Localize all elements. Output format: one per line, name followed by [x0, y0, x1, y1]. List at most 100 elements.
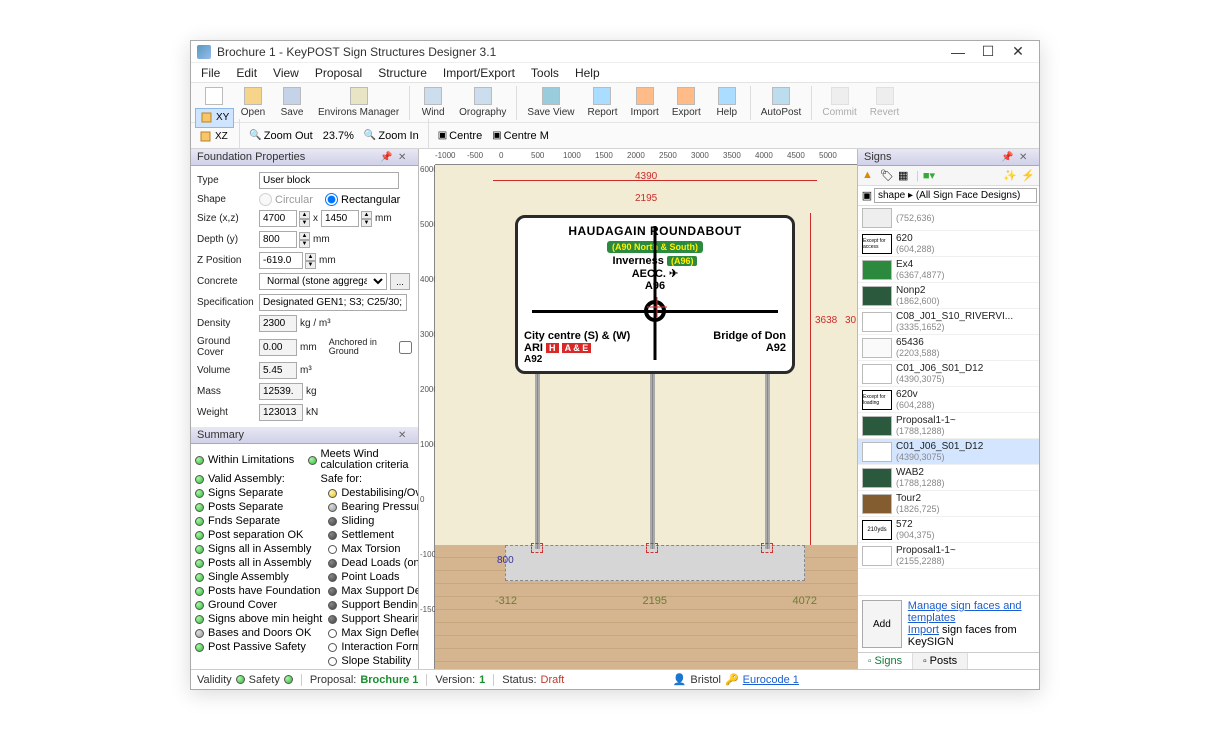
- help-button[interactable]: Help: [708, 85, 746, 120]
- shape-rectangular-radio[interactable]: [325, 193, 338, 206]
- sign-name: C01_J06_S01_D12: [896, 441, 983, 452]
- concrete-browse-button[interactable]: ...: [390, 273, 410, 290]
- tab-signs[interactable]: ▫ Signs: [858, 653, 913, 669]
- sign-list-item[interactable]: Proposal1-1~(2155,2288): [858, 543, 1039, 569]
- pin-icon[interactable]: 📌: [380, 152, 390, 162]
- signs-panel-header: Signs 📌 ✕: [858, 149, 1039, 166]
- menu-structure[interactable]: Structure: [370, 64, 435, 82]
- size-x-down[interactable]: ▼: [299, 219, 310, 227]
- shape-filter-input[interactable]: [874, 188, 1037, 203]
- flash-icon[interactable]: ⚡: [1021, 169, 1035, 183]
- size-z-down[interactable]: ▼: [361, 219, 372, 227]
- sparkle-icon[interactable]: ✨: [1003, 169, 1017, 183]
- zoom-out-button[interactable]: 🔍 Zoom Out: [245, 128, 316, 144]
- summary-text: Max Support Deflection: [341, 585, 418, 597]
- shapes-icon[interactable]: ▦: [898, 169, 912, 183]
- add-sign-icon[interactable]: ■▾: [923, 169, 937, 183]
- size-z-up[interactable]: ▲: [361, 211, 372, 219]
- dim-right: 30: [845, 315, 856, 326]
- meets-wind: Meets Wind calculation criteria: [321, 449, 415, 471]
- design-canvas[interactable]: -1000-5000500100015002000250030003500400…: [419, 149, 857, 669]
- sign-h-badge: H: [546, 343, 559, 353]
- sign-size: (904,375): [896, 530, 935, 540]
- sign-list-item[interactable]: Tour2(1826,725): [858, 491, 1039, 517]
- summary-text: Posts all in Assembly: [208, 557, 311, 569]
- filter-icon[interactable]: ▣: [860, 189, 874, 202]
- sign-list-item[interactable]: C01_J06_S01_D12(4390,3075): [858, 439, 1039, 465]
- sign-list-item[interactable]: (752,636): [858, 206, 1039, 231]
- post-3: [765, 361, 770, 549]
- depth-input[interactable]: [259, 231, 297, 248]
- panel-close-icon[interactable]: ✕: [398, 152, 408, 162]
- import-link[interactable]: Import: [908, 624, 939, 636]
- size-x-up[interactable]: ▲: [299, 211, 310, 219]
- signs-close-icon[interactable]: ✕: [1019, 152, 1029, 162]
- sign-list-item[interactable]: Nonp2(1862,600): [858, 283, 1039, 309]
- sign-list[interactable]: (752,636)Except for access620(604,288)Ex…: [858, 206, 1039, 595]
- shape-circular-radio[interactable]: [259, 193, 272, 206]
- ground-cover-label: Ground Cover: [197, 336, 259, 358]
- autopost-button[interactable]: AutoPost: [755, 85, 808, 120]
- import-button[interactable]: Import: [625, 85, 665, 120]
- manage-link[interactable]: Manage sign faces and templates: [908, 600, 1022, 624]
- env-button[interactable]: Environs Manager: [312, 85, 405, 120]
- summary-text: Signs above min height: [208, 613, 322, 625]
- export-button[interactable]: Export: [666, 85, 707, 120]
- add-button[interactable]: Add: [862, 600, 902, 648]
- sign-list-item[interactable]: Ex4(6367,4877): [858, 257, 1039, 283]
- type-input[interactable]: [259, 172, 399, 189]
- summary-item: Ground Cover: [195, 598, 322, 612]
- concrete-select[interactable]: Normal (stone aggregate): [259, 273, 387, 290]
- summary-item: Signs above min height: [195, 612, 322, 626]
- sign-list-item[interactable]: WAB2(1788,1288): [858, 465, 1039, 491]
- anchored-checkbox[interactable]: [399, 341, 412, 354]
- depth-down[interactable]: ▼: [299, 240, 310, 248]
- report-button[interactable]: Report: [581, 85, 623, 120]
- zpos-up[interactable]: ▲: [305, 253, 316, 261]
- maximize-button[interactable]: ☐: [973, 43, 1003, 60]
- menu-import/export[interactable]: Import/Export: [435, 64, 523, 82]
- warning-icon[interactable]: ▲: [862, 169, 876, 183]
- view-xz-button[interactable]: XZ: [195, 128, 234, 146]
- menu-help[interactable]: Help: [567, 64, 608, 82]
- size-x-input[interactable]: [259, 210, 297, 227]
- sign-list-item[interactable]: C01_J06_S01_D12(4390,3075): [858, 361, 1039, 387]
- status-dot: [195, 629, 204, 638]
- menu-tools[interactable]: Tools: [523, 64, 567, 82]
- minimize-button[interactable]: —: [943, 44, 973, 60]
- revert-icon: [876, 87, 894, 105]
- sign-list-item[interactable]: Proposal1-1~(1788,1288): [858, 413, 1039, 439]
- sign-list-item[interactable]: Except for access620(604,288): [858, 231, 1039, 257]
- saveview-button[interactable]: Save View: [521, 85, 580, 120]
- zpos-down[interactable]: ▼: [305, 261, 316, 269]
- orog-button[interactable]: Orography: [453, 85, 512, 120]
- menu-edit[interactable]: Edit: [228, 64, 265, 82]
- sign-list-item[interactable]: 210yds572(904,375): [858, 517, 1039, 543]
- close-button[interactable]: ✕: [1003, 43, 1033, 60]
- menu-file[interactable]: File: [193, 64, 228, 82]
- signs-pin-icon[interactable]: 📌: [1001, 152, 1011, 162]
- open-button[interactable]: Open: [234, 85, 272, 120]
- save-button[interactable]: Save: [273, 85, 311, 120]
- zpos-input[interactable]: [259, 252, 303, 269]
- sign-list-item[interactable]: Except for loading620v(604,288): [858, 387, 1039, 413]
- tab-posts[interactable]: ▫ Posts: [913, 653, 968, 669]
- tag-icon[interactable]: 🏷: [880, 169, 894, 183]
- centre-m-button[interactable]: ▣ Centre M: [488, 128, 553, 144]
- depth-up[interactable]: ▲: [299, 232, 310, 240]
- menu-proposal[interactable]: Proposal: [307, 64, 370, 82]
- centre-button[interactable]: ▣ Centre: [434, 128, 486, 144]
- wind-button[interactable]: Wind: [414, 85, 452, 120]
- summary-close-icon[interactable]: ✕: [398, 430, 408, 440]
- sign-list-item[interactable]: C08_J01_S10_RIVERVI...(3335,1652): [858, 309, 1039, 335]
- summary-text: Support Bending: [341, 599, 418, 611]
- size-z-input[interactable]: [321, 210, 359, 227]
- menu-view[interactable]: View: [265, 64, 307, 82]
- sign-list-item[interactable]: 65436(2203,588): [858, 335, 1039, 361]
- summary-text: Ground Cover: [208, 599, 277, 611]
- view-xy-button[interactable]: XY: [195, 108, 234, 128]
- eurocode-link[interactable]: Eurocode 1: [743, 674, 799, 686]
- spec-input[interactable]: [259, 294, 407, 311]
- zoom-in-button[interactable]: 🔍 Zoom In: [360, 128, 423, 144]
- autopost-icon: [772, 87, 790, 105]
